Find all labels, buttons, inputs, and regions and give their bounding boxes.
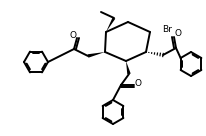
Text: O: O	[174, 29, 181, 38]
Text: Br: Br	[162, 26, 172, 35]
Polygon shape	[106, 17, 115, 32]
Polygon shape	[126, 61, 131, 74]
Text: O: O	[135, 80, 142, 89]
Polygon shape	[88, 52, 105, 58]
Text: O: O	[69, 30, 76, 39]
